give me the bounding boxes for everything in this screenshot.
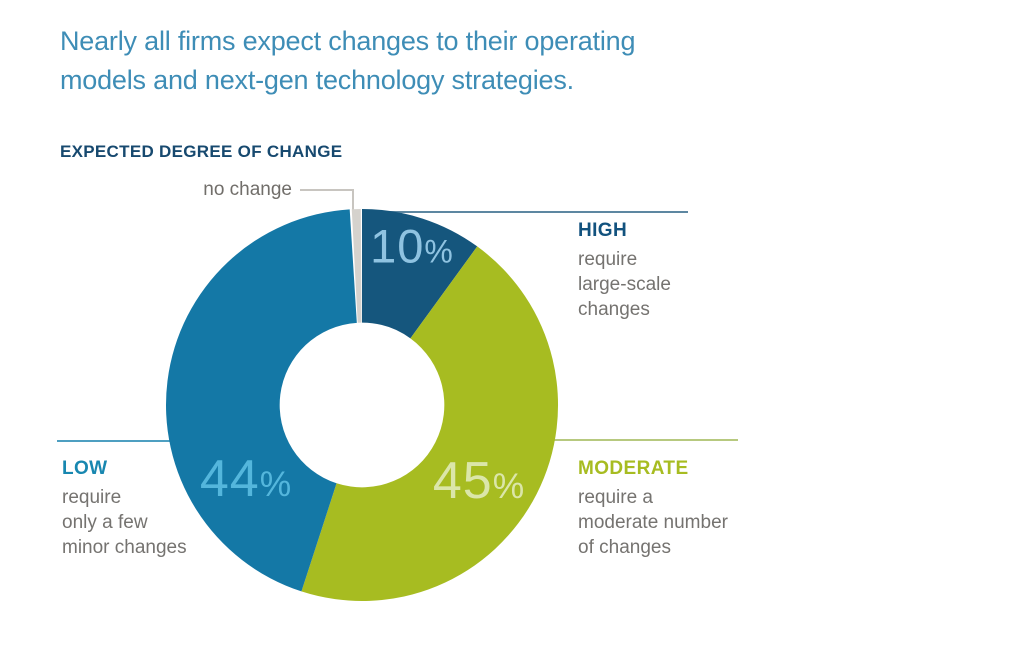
high-callout-line xyxy=(390,211,688,213)
callout-low-desc-line: only a few xyxy=(62,512,148,533)
pct-value-low: 44 xyxy=(199,450,260,508)
pct-sign-moderate: % xyxy=(492,467,526,506)
pct-label-high: 10% xyxy=(370,219,454,274)
callout-high-desc-line: large-scale xyxy=(578,274,671,295)
donut-slice-high xyxy=(362,209,478,339)
donut-slice-moderate xyxy=(301,246,559,602)
pct-sign-low: % xyxy=(259,465,293,504)
callout-moderate-title: MODERATE xyxy=(578,458,689,479)
pct-value-moderate: 45 xyxy=(432,452,493,510)
callout-high-desc-line: require xyxy=(578,249,638,270)
callout-moderate: MODERATE require a moderate number of ch… xyxy=(578,458,728,560)
donut-slice-no_change xyxy=(351,209,362,323)
callout-moderate-desc-line: moderate number xyxy=(578,512,728,533)
no-change-label: no change xyxy=(203,179,292,200)
section-heading: EXPECTED DEGREE OF CHANGE xyxy=(60,142,343,161)
callout-high: HIGH require large-scale changes xyxy=(578,220,671,322)
callout-moderate-desc-line: require a xyxy=(578,487,653,508)
pct-sign-high: % xyxy=(424,233,454,270)
callout-moderate-desc: require a moderate number of changes xyxy=(578,485,728,560)
callout-moderate-desc-line: of changes xyxy=(578,537,671,558)
moderate-callout-line xyxy=(548,439,738,441)
low-callout-line xyxy=(57,440,170,442)
no-change-callout-line-horizontal xyxy=(300,189,354,191)
page-title: Nearly all firms expect changes to their… xyxy=(60,26,636,95)
donut-chart xyxy=(165,209,559,602)
callout-low-desc-line: minor changes xyxy=(62,537,187,558)
pct-label-low: 44% xyxy=(200,449,292,509)
callout-high-desc-line: changes xyxy=(578,299,650,320)
donut-slice-low xyxy=(165,209,357,592)
callout-high-desc: require large-scale changes xyxy=(578,247,671,322)
pct-value-high: 10 xyxy=(370,219,425,273)
pct-label-moderate: 45% xyxy=(433,451,525,511)
callout-low-desc-line: require xyxy=(62,487,122,508)
callout-low-desc: require only a few minor changes xyxy=(62,485,187,560)
callout-low-title: LOW xyxy=(62,458,108,479)
callout-low: LOW require only a few minor changes xyxy=(62,458,187,560)
callout-high-title: HIGH xyxy=(578,220,628,241)
no-change-callout-line-vertical xyxy=(352,189,354,213)
